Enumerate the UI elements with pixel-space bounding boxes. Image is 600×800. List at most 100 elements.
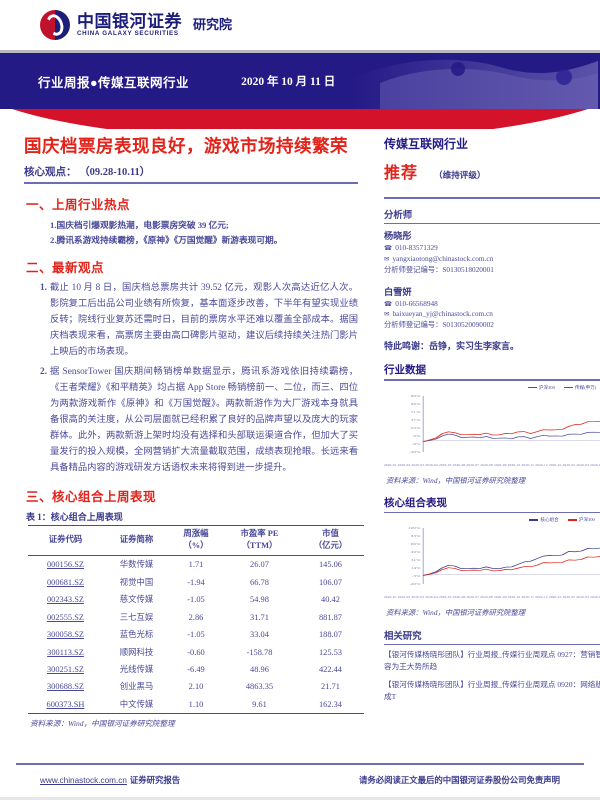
analyst-email[interactable]: baixueyan_yj@chinastock.com.cn <box>392 309 493 319</box>
band-report-type: 行业周报●传媒互联网行业 <box>38 75 190 90</box>
svg-text:51%: 51% <box>411 410 421 413</box>
cell-code: 600373.SH <box>28 695 103 715</box>
section-heading-views: 二、最新观点 <box>26 261 105 276</box>
cell-market-cap: 40.42 <box>321 595 340 605</box>
cell-market-cap: 422.44 <box>318 665 342 674</box>
table-body: 000156.SZ 华数传媒 1.71 26.07 145.06 000681.SZ 视觉中… <box>28 556 364 715</box>
cell-market-cap: 145.06 <box>318 560 342 570</box>
table-row: 300251.SZ 光线传媒 -6.49 48.96 422.44 <box>28 661 364 678</box>
cell-market-cap: 881.87 <box>318 612 342 622</box>
mail-icon: ✉ <box>384 311 390 319</box>
cell-weekly-change: 1.10 <box>169 695 223 715</box>
mail-icon: ✉ <box>384 255 390 263</box>
analyst-entry: 杨晓彤 ☎ 010-83571329 ✉ yangxiaotong@chinas… <box>384 228 600 276</box>
view-item: 2. 据 SensorTower 国庆期间畅销榜单数据显示，腾讯系游戏依旧持续霸… <box>40 365 358 477</box>
table-row: 600373.SH 中文传媒 1.10 9.61 162.34 <box>28 695 364 715</box>
cell-pe: 9.61 <box>222 695 297 715</box>
cell-pe: 33.04 <box>250 630 269 640</box>
analyst-phone-row: ☎ 010-83571329 <box>384 243 600 254</box>
svg-text:-20%: -20% <box>409 450 421 453</box>
status-badge: 推荐 <box>384 165 419 182</box>
related-research-label: 相关研究 <box>384 632 422 643</box>
cell-code: 000681.SZ <box>46 577 84 587</box>
analyst-phone-row: ☎ 010-66568948 <box>384 299 600 310</box>
related-research-item[interactable]: 【银河传媒杨晓彤团队】行业周报_传媒行业周观点 0927：营销智能化平台蓝标在线… <box>384 650 600 672</box>
analyst-registration: 分析师登记编号：S0130518020001 <box>384 264 494 274</box>
portfolio-table: 证券代码 证券简称 周涨幅 （%） 市盈率 PE （TTM） 市值 <box>28 524 364 715</box>
cell-market-cap: 21.71 <box>321 682 340 692</box>
svg-text:-20%: -20% <box>409 582 421 585</box>
website-link[interactable]: www.chinastock.com.cn <box>40 776 127 786</box>
section-heading-hotspots: 一、上周行业热点 <box>26 197 131 212</box>
cell-weekly-change: 2.86 <box>188 612 204 622</box>
svg-text:100%: 100% <box>408 526 421 529</box>
cell-name: 顺网科技 <box>119 647 154 657</box>
svg-text:31%: 31% <box>411 558 421 561</box>
cell-name: 中文传媒 <box>102 695 170 715</box>
analyst-registration: 分析师登记编号：S0130520090002 <box>384 320 494 330</box>
view-item-text: 截止 10 月 8 日，国庆档总票房共计 39.52 亿元，观影人次高达近亿人次… <box>49 283 358 358</box>
cloud-decoration-icon <box>350 59 598 109</box>
footer-left: www.chinastock.com.cn 证券研究报告 <box>40 774 180 786</box>
related-research-item[interactable]: 【银河传媒杨晓彤团队】行业周报_传媒行业周观点 0920：网络版权产业规模稳步提… <box>384 679 600 702</box>
phone-icon: ☎ <box>384 300 393 308</box>
th-name: 证券简称 <box>102 524 170 557</box>
acknowledgement: 特此鸣谢：岳铮，实习生李家言。 <box>384 341 520 352</box>
svg-text:23%: 23% <box>411 426 421 429</box>
cell-code: 300113.SZ <box>47 647 84 657</box>
page-bottom-edge <box>0 797 600 800</box>
cell-pe: 4863.35 <box>245 682 274 692</box>
th-pe: 市盈率 PE （TTM） <box>222 524 297 557</box>
cell-pe: 26.07 <box>250 560 269 570</box>
related-research-divider <box>384 644 600 646</box>
industry-data-title: 行业数据 <box>384 365 426 377</box>
table-row: 000681.SZ 视觉中国 -1.94 66.78 106.07 <box>28 574 364 591</box>
cell-pe: 31.71 <box>250 612 269 622</box>
chart-x-axis-labels: 2020-01 2020-02 2020-03 2020-04 2020-05 … <box>384 462 600 467</box>
svg-text:14%: 14% <box>411 566 421 569</box>
cell-code: 300058.SZ <box>46 630 84 640</box>
analyst-email-row[interactable]: ✉ baixueyan_yj@chinastock.com.cn <box>384 309 600 320</box>
th-market-cap: 市值 （亿元） <box>296 524 364 557</box>
logo-suffix: 研究院 <box>193 17 233 32</box>
rating-note: （维持评级） <box>434 170 486 180</box>
legend-entry: 传媒(申万) <box>563 385 596 391</box>
cell-weekly-change: -1.05 <box>187 595 205 605</box>
analyst-email[interactable]: yangxiaotong@chinastock.com.cn <box>392 253 494 263</box>
table-source: 资料来源：Wind，中国银河证券研究院整理 <box>30 719 175 729</box>
industry-data-chart: 沪深300 传媒(申万) -20% -6% 9% 23% 37% 51% 66% 80% 202… <box>384 385 600 473</box>
masthead: 中国银河证券 CHINA GALAXY SECURITIES 研究院 <box>0 0 600 50</box>
table-row: 002555.SZ 三七互娱 2.86 31.71 881.87 <box>28 609 364 626</box>
view-item-text: 据 SensorTower 国庆期间畅销榜单数据显示，腾讯系游戏依旧持续霸榜，《… <box>49 367 358 474</box>
hotspot-item: 2.腾讯系游戏持续霸榜，《原神》《万国觉醒》新游表现可期。 <box>50 234 283 245</box>
table-header-row: 证券代码 证券简称 周涨幅 （%） 市盈率 PE （TTM） 市值 <box>28 524 364 557</box>
masthead-divider <box>0 50 600 53</box>
cell-code: 300688.SZ <box>46 682 84 692</box>
main-column: 国庆档票房表现良好，游戏市场持续繁荣 核心观点： （09.28-10.11） 一… <box>0 129 372 763</box>
analyst-section-label: 分析师 <box>384 210 413 221</box>
core-view-text: 核心观点： <box>24 166 77 178</box>
cell-code: 002555.SZ <box>46 612 84 622</box>
cell-name: 慈文传媒 <box>119 595 154 605</box>
table-caption: 表 1：核心组合上周表现 <box>26 512 123 522</box>
section-heading-portfolio: 三、核心组合上周表现 <box>26 490 157 504</box>
analyst-name: 白雪妍 <box>384 286 412 297</box>
chart-source: 资料来源：Wind，中国银河证券研究院整理 <box>386 475 526 485</box>
hotspot-item: 1.国庆档引爆观影热潮，电影票房突破 39 亿元; <box>50 219 229 230</box>
analyst-phone: 010-66568948 <box>395 298 438 308</box>
cell-market-cap: 106.07 <box>318 577 342 587</box>
th-code: 证券代码 <box>28 524 103 557</box>
table-row: 300058.SZ 蓝色光标 -1.05 33.04 188.07 <box>28 626 364 643</box>
cell-weekly-change: 2.10 <box>188 682 204 692</box>
analyst-email-row[interactable]: ✉ yangxiaotong@chinastock.com.cn <box>384 254 600 265</box>
core-view-dates: （09.28-10.11） <box>79 166 151 178</box>
chart-legend: 核心组合 沪深300 <box>384 517 600 523</box>
report-body: 国庆档票房表现良好，游戏市场持续繁荣 核心观点： （09.28-10.11） 一… <box>0 129 600 763</box>
portfolio-perf-chart: 核心组合 沪深300 -20% -3% 14% 31% 49% 66% 83% 100% 202… <box>384 517 600 605</box>
sidebar-industry-name: 传媒互联网行业 <box>384 137 469 151</box>
cell-name: 光线传媒 <box>119 665 154 674</box>
cell-pe: 66.78 <box>250 577 269 587</box>
portfolio-perf-title: 核心组合表现 <box>384 497 447 509</box>
svg-text:-6%: -6% <box>412 442 421 445</box>
sidebar-column: 传媒互联网行业 推荐 （维持评级） 分析师 杨晓彤 ☎ 010-83571329… <box>372 129 600 763</box>
